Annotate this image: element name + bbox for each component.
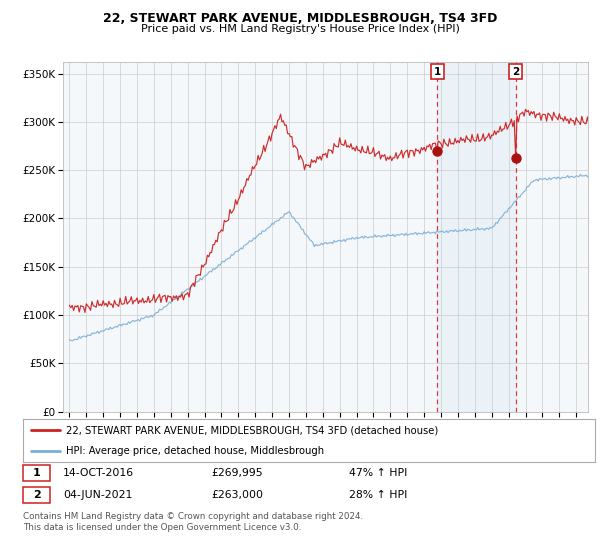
Text: 14-OCT-2016: 14-OCT-2016 bbox=[63, 468, 134, 478]
Text: HPI: Average price, detached house, Middlesbrough: HPI: Average price, detached house, Midd… bbox=[66, 446, 324, 456]
Text: 2: 2 bbox=[512, 67, 520, 77]
FancyBboxPatch shape bbox=[23, 488, 50, 503]
Text: 1: 1 bbox=[434, 67, 441, 77]
Text: 47% ↑ HPI: 47% ↑ HPI bbox=[349, 468, 407, 478]
Text: Contains HM Land Registry data © Crown copyright and database right 2024.
This d: Contains HM Land Registry data © Crown c… bbox=[23, 512, 363, 532]
Bar bbox=[437, 62, 516, 412]
Text: 28% ↑ HPI: 28% ↑ HPI bbox=[349, 491, 407, 500]
Text: 2: 2 bbox=[32, 491, 40, 500]
Text: 04-JUN-2021: 04-JUN-2021 bbox=[63, 491, 132, 500]
FancyBboxPatch shape bbox=[23, 465, 50, 481]
Text: Price paid vs. HM Land Registry's House Price Index (HPI): Price paid vs. HM Land Registry's House … bbox=[140, 24, 460, 34]
Text: 22, STEWART PARK AVENUE, MIDDLESBROUGH, TS4 3FD (detached house): 22, STEWART PARK AVENUE, MIDDLESBROUGH, … bbox=[66, 425, 438, 435]
Text: £269,995: £269,995 bbox=[212, 468, 263, 478]
Text: 1: 1 bbox=[32, 468, 40, 478]
Text: £263,000: £263,000 bbox=[212, 491, 263, 500]
Text: 22, STEWART PARK AVENUE, MIDDLESBROUGH, TS4 3FD: 22, STEWART PARK AVENUE, MIDDLESBROUGH, … bbox=[103, 12, 497, 25]
